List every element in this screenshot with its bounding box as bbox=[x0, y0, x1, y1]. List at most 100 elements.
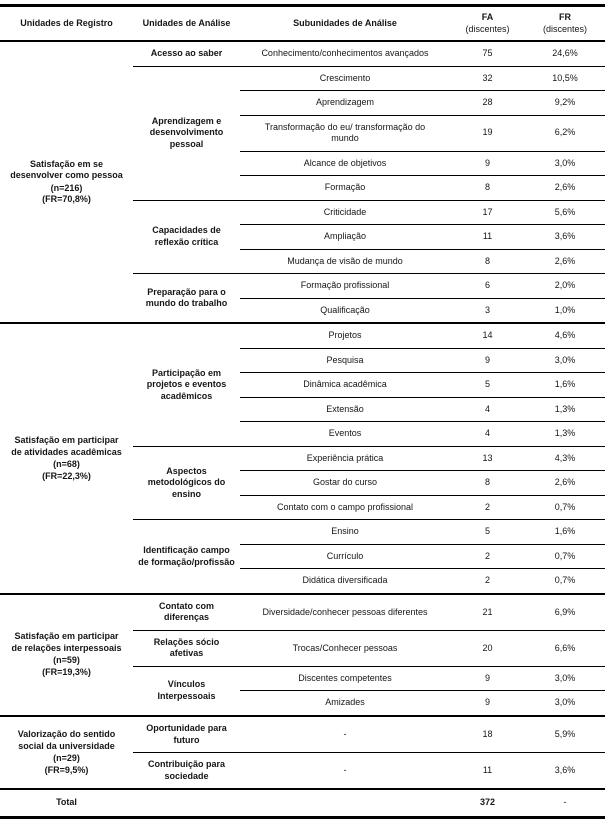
fr-value: 0,7% bbox=[525, 543, 605, 569]
table-row: Currículo 2 0,7% bbox=[0, 543, 605, 569]
analise-cell-participacao-projetos: Participação em projetos e eventos acadê… bbox=[133, 322, 240, 447]
table-row: Extensão 4 1,3% bbox=[0, 396, 605, 422]
col-header-fa: FA (discentes) bbox=[450, 4, 525, 43]
fr-value: 2,0% bbox=[525, 273, 605, 299]
fa-value: 2 bbox=[450, 568, 525, 594]
table-row: Ampliação 11 3,6% bbox=[0, 224, 605, 250]
registro-n: (n=29) bbox=[53, 753, 80, 764]
subunidade-label: Currículo bbox=[240, 543, 450, 569]
fr-value: 4,3% bbox=[525, 445, 605, 471]
header-row: Unidades de Registro Unidades de Análise… bbox=[0, 4, 605, 43]
fr-value: 3,6% bbox=[525, 224, 605, 250]
fr-value: 5,6% bbox=[525, 199, 605, 225]
registro-n: (n=59) bbox=[53, 655, 80, 666]
fa-value: 17 bbox=[450, 199, 525, 225]
subunidade-label: - bbox=[240, 752, 450, 790]
analise-cell-oportunidade-futuro: Oportunidade para futuro bbox=[133, 714, 240, 753]
table-row: Didática diversificada 2 0,7% bbox=[0, 568, 605, 594]
fa-value: 32 bbox=[450, 65, 525, 91]
table-row: Satisfação em participar de atividades a… bbox=[0, 322, 605, 594]
table-row: Aprendizagem e desenvolvimento pessoal C… bbox=[0, 65, 605, 201]
fa-value: 8 bbox=[450, 470, 525, 496]
subunidade-label: Trocas/Conhecer pessoas bbox=[240, 629, 450, 667]
analise-cell-identificacao-campo: Identificação campo de formação/profissã… bbox=[133, 519, 240, 594]
total-analise-empty bbox=[133, 788, 240, 819]
registro-label: Satisfação em participar de relações int… bbox=[11, 631, 122, 653]
analise-cell-aspectos-metodologicos: Aspectos metodológicos do ensino bbox=[133, 445, 240, 520]
fr-value: 2,6% bbox=[525, 470, 605, 496]
table-row: Amizades 9 3,0% bbox=[0, 690, 605, 716]
table-row: Vínculos Interpessoais Discentes compete… bbox=[0, 665, 605, 716]
registro-label: Satisfação em se desenvolver como pessoa bbox=[10, 158, 123, 181]
fa-value: 4 bbox=[450, 396, 525, 422]
subunidade-label: Crescimento bbox=[240, 65, 450, 91]
fa-value: 13 bbox=[450, 445, 525, 471]
subunidade-label: Ampliação bbox=[240, 224, 450, 250]
fa-value: 9 bbox=[450, 690, 525, 716]
subunidade-label: Dinâmica acadêmica bbox=[240, 372, 450, 398]
fa-value: 9 bbox=[450, 347, 525, 373]
table-row: Satisfação em se desenvolver como pessoa… bbox=[0, 41, 605, 204]
registro-n: (n=68) bbox=[53, 459, 80, 470]
fa-value: 11 bbox=[450, 752, 525, 790]
analise-cell-vinculos-interpessoais: Vínculos Interpessoais bbox=[133, 665, 240, 716]
subunidade-label: Gostar do curso bbox=[240, 470, 450, 496]
subunidade-label: Transformação do eu/ transformação do mu… bbox=[240, 114, 450, 152]
fr-value: 3,0% bbox=[525, 347, 605, 373]
fa-value: 8 bbox=[450, 248, 525, 274]
fr-value: 3,0% bbox=[525, 690, 605, 716]
fa-value: 2 bbox=[450, 543, 525, 569]
table-row: Pesquisa 9 3,0% bbox=[0, 347, 605, 373]
fr-header-abbr: FR bbox=[559, 12, 571, 22]
table-row: Formação 8 2,6% bbox=[0, 175, 605, 201]
fr-value: 6,2% bbox=[525, 114, 605, 152]
fa-value: 9 bbox=[450, 665, 525, 691]
col-header-subunidades-analise: Subunidades de Análise bbox=[240, 4, 450, 43]
fr-value: 6,6% bbox=[525, 629, 605, 667]
analise-cell-relacoes-socio-afetivas: Relações sócio afetivas bbox=[133, 629, 240, 667]
fa-header-abbr: FA bbox=[481, 12, 494, 22]
subunidade-label: Extensão bbox=[240, 396, 450, 422]
table-row: Satisfação em participar de relações int… bbox=[0, 592, 605, 716]
subunidade-label: Amizades bbox=[240, 690, 450, 716]
fa-value: 6 bbox=[450, 273, 525, 299]
analise-cell-reflexao-critica: Capacidades de reflexão crítica bbox=[133, 199, 240, 274]
fr-value: 2,6% bbox=[525, 248, 605, 274]
analise-cell-acesso-saber: Acesso ao saber bbox=[150, 48, 223, 59]
subunidade-label: Aprendizagem bbox=[240, 90, 450, 116]
fr-value: 0,7% bbox=[525, 494, 605, 520]
subunidade-label: Didática diversificada bbox=[240, 568, 450, 594]
fr-value: 9,2% bbox=[525, 90, 605, 116]
fr-value: 3,6% bbox=[525, 752, 605, 790]
table-row: Capacidades de reflexão crítica Criticid… bbox=[0, 199, 605, 274]
subunidade-label: Qualificação bbox=[240, 297, 450, 324]
registro-cell-relacoes-interpessoais: Satisfação em participar de relações int… bbox=[0, 592, 133, 716]
fa-value: 9 bbox=[450, 150, 525, 176]
fr-value: 0,7% bbox=[525, 568, 605, 594]
table-row: Alcance de objetivos 9 3,0% bbox=[0, 150, 605, 176]
registro-fr: (FR=19,3%) bbox=[42, 666, 91, 677]
subunidade-label: Conhecimento/conhecimentos avançados bbox=[261, 48, 429, 59]
table-row: Qualificação 3 1,0% bbox=[0, 297, 605, 324]
registro-cell-atividades-academicas: Satisfação em participar de atividades a… bbox=[0, 322, 133, 594]
subunidade-label: Ensino bbox=[240, 519, 450, 545]
registro-label: Satisfação em participar de atividades a… bbox=[11, 435, 122, 457]
fa-value: 4 bbox=[450, 421, 525, 447]
col-header-fr: FR (discentes) bbox=[525, 4, 605, 43]
subunidade-label: Projetos bbox=[240, 322, 450, 349]
fa-value: 11 bbox=[450, 224, 525, 250]
fa-header-subline: (discentes) bbox=[465, 23, 510, 34]
fr-value: 1,6% bbox=[525, 372, 605, 398]
table-row: Eventos 4 1,3% bbox=[0, 421, 605, 447]
subunidade-label: Contato com o campo profissional bbox=[240, 494, 450, 520]
fr-value: 1,0% bbox=[525, 297, 605, 324]
table-row: Transformação do eu/ transformação do mu… bbox=[0, 114, 605, 152]
analise-cell-aprendizagem-desenvolvimento: Aprendizagem e desenvolvimento pessoal bbox=[133, 65, 240, 201]
subunidade-label: - bbox=[240, 714, 450, 753]
col-header-unidades-registro: Unidades de Registro bbox=[0, 4, 133, 43]
frequency-table: Unidades de Registro Unidades de Análise… bbox=[0, 4, 605, 819]
registro-label: Valorização do sentido social da univers… bbox=[17, 728, 116, 751]
analise-cell-preparacao-trabalho: Preparação para o mundo do trabalho bbox=[133, 273, 240, 324]
fr-value: 10,5% bbox=[525, 65, 605, 91]
subunidade-label: Pesquisa bbox=[240, 347, 450, 373]
